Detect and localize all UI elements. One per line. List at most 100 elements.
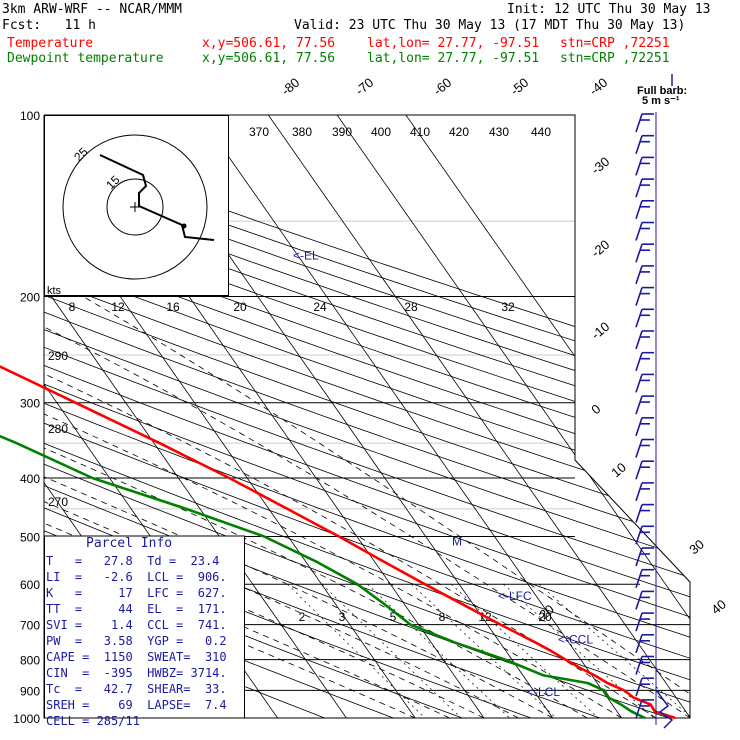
moist-adiabat [44,296,690,718]
wind-barb [635,395,643,415]
dry-adiabat [44,115,690,718]
isotherm-label: -40 [586,75,610,99]
hodograph-frame [44,115,229,296]
dew-station: stn=CRP ,72251 [560,51,670,66]
moist-adiabat [44,296,416,718]
pressure-tick-label: 900 [20,684,40,698]
wind-barb [635,612,643,632]
wind-barb [635,591,643,610]
temperature-series-line [0,365,676,720]
mixing-ratio-line [538,583,690,718]
level-marker-label: <-CCL [558,633,593,647]
theta-label: 270 [48,495,68,509]
theta-label: 420 [449,125,469,139]
theta-label: 280 [48,422,68,436]
parcel-info-row: CELL = 285/11 [46,714,140,728]
wind-barb [635,287,643,306]
isotherm-label: 40 [708,597,729,618]
dry-adiabat [44,115,690,718]
dry-adiabat [44,115,690,718]
dry-adiabat [44,115,428,718]
wind-barb [635,656,643,675]
legend-temperature: Temperature [7,36,94,51]
dry-adiabat [44,115,690,718]
wind-barb [635,352,643,371]
isotherm-label: 30 [686,537,707,558]
temp-xy: x,y=506.61, 77.56 [202,36,336,51]
wind-barb [635,699,643,719]
pressure-tick-label: 100 [20,109,40,123]
theta-label: 400 [371,125,391,139]
wind-barb [635,460,643,480]
wind-barb [635,157,643,176]
theta-label: 410 [410,125,430,139]
header: 3km ARW-WRF -- NCAR/MMM Init: 12 UTC Thu… [0,0,740,70]
isotherm-label: -10 [588,319,612,343]
parcel-info-frame [44,535,245,719]
dry-adiabat [44,115,690,718]
wind-barb [635,178,643,198]
parcel-info-row: CAPE = 1150 SWEAT= 310 [46,650,227,664]
wind-barb [635,634,643,654]
wind-barb [635,526,643,545]
mixing-ratio-label: 32 [501,300,515,314]
pressure-tick-label: 700 [20,619,40,633]
wind-barb [635,243,643,263]
dry-adiabat [44,115,690,718]
mixing-ratio-line [411,583,571,718]
theta-label: 390 [332,125,352,139]
barb-key-unit: 5 m s⁻¹ [642,95,680,107]
grid-layer [43,114,691,719]
dew-latlon: lat,lon= 27.77, -97.51 [367,51,540,66]
level-marker-label: <-EL [293,248,319,262]
level-marker-label: <-LCL [527,685,560,699]
theta-label: 380 [292,125,312,139]
dewpoint-series-line [0,434,646,720]
dry-adiabat [44,115,690,718]
hodograph-ring [62,134,208,280]
hodograph-unit-label: kts [47,285,62,297]
parcel-info-row: LI = -2.6 LCL = 906. [46,570,227,584]
wind-barb [635,569,643,588]
parcel-info-row: SVI = 1.4 CCL = 741. [46,618,227,632]
dry-adiabat [44,115,690,718]
parcel-info-row: T = 27.8 Td = 23.4 [46,554,220,568]
temp-station: stn=CRP ,72251 [560,36,670,51]
isotherm-label: -70 [352,75,376,99]
mixing-ratio-line [503,583,669,718]
mixing-ratio-label: 5 [390,610,397,624]
wind-barb [635,330,643,350]
hodograph-marker [181,223,187,229]
mixing-ratio-line [287,583,439,718]
valid-time: Valid: 23 UTC Thu 30 May 13 (17 MDT Thu … [294,18,686,33]
isotherm-line [248,115,690,718]
isotherm-line [179,115,631,718]
wind-barb [635,547,643,567]
wind-barb [635,374,643,393]
theta-label: 370 [249,125,269,139]
mixing-ratio-label: 12 [111,300,125,314]
mixing-ratio-label: 20 [233,300,247,314]
dry-adiabat [44,115,358,718]
hodograph-trace [99,154,215,241]
forecast-hour: Fcst: 11 h [2,18,96,33]
moist-adiabat [44,296,657,718]
wind-barb [635,504,643,523]
pressure-tick-label: 400 [20,472,40,486]
model-title: 3km ARW-WRF -- NCAR/MMM [2,2,183,17]
isotherm-label: -30 [588,154,612,178]
level-marker-label: <-LFC [498,589,532,603]
parcel-info-row: K = 17 LFC = 627. [46,586,227,600]
isotherm-label: -60 [430,75,454,99]
parcel-info-title: Parcel Info [86,536,173,551]
wind-barb [635,439,643,458]
moist-adiabat [82,296,690,718]
wind-barb [635,222,643,241]
mixing-ratio-line [321,583,476,718]
dry-adiabat [44,115,690,718]
wind-barb [635,200,643,220]
pressure-tick-label: 600 [20,578,40,592]
init-time: Init: 12 UTC Thu 30 May 13 [507,2,711,17]
isotherm-line [317,115,690,718]
